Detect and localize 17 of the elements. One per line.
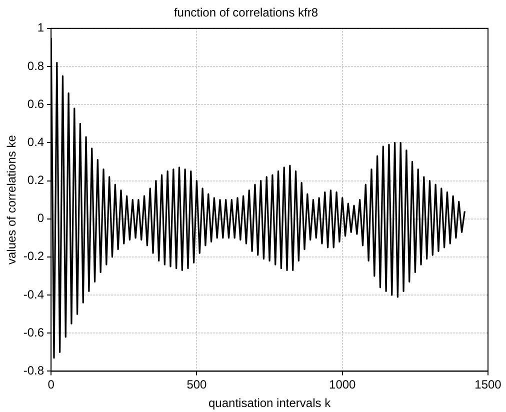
y-axis-title: values of correlations ke (4, 134, 19, 265)
y-tick-label: -0.6 (23, 325, 44, 340)
x-axis-title: quantisation intervals k (208, 396, 332, 410)
x-tick-label: 1500 (474, 378, 502, 392)
y-tick-label: 0 (37, 211, 44, 226)
x-tick-label: 1000 (329, 378, 356, 392)
y-tick-label: 0.6 (27, 96, 44, 111)
y-tick-label: 0.2 (27, 173, 44, 188)
y-tick-label: 0.8 (27, 58, 44, 73)
chart-title: function of correlations kfr8 (174, 6, 318, 20)
y-tick-label: 1 (37, 20, 44, 35)
y-tick-label: -0.2 (23, 249, 44, 264)
y-tick-label: 0.4 (27, 134, 44, 149)
x-tick-label: 0 (48, 378, 55, 392)
y-tick-label: -0.4 (23, 287, 44, 302)
y-tick-label: -0.8 (23, 364, 44, 378)
x-tick-label: 500 (186, 378, 208, 392)
